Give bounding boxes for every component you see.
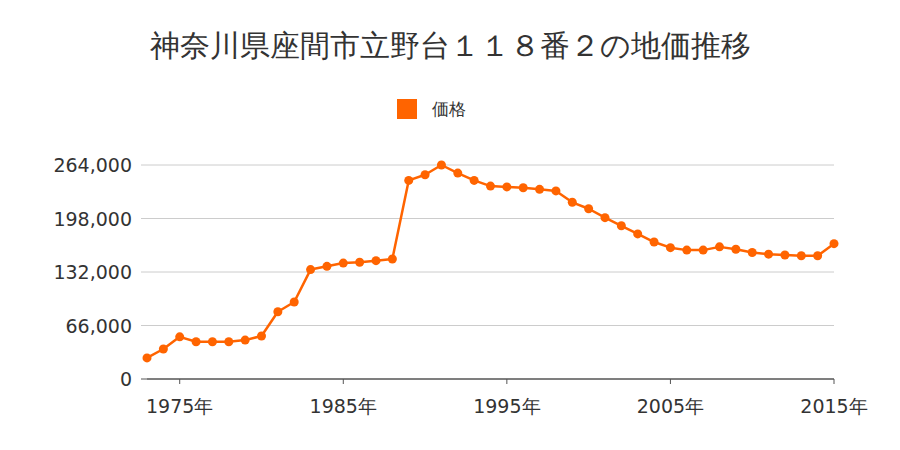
- marker: [273, 307, 282, 316]
- title: 神奈川県座間市立野台１１８番２の地価推移: [150, 28, 751, 63]
- grid: [141, 165, 834, 379]
- marker: [322, 262, 331, 271]
- marker: [748, 248, 757, 257]
- x-tick: [506, 379, 507, 384]
- y-tick-label: 0: [120, 368, 132, 390]
- marker: [241, 336, 250, 345]
- marker: [568, 198, 577, 207]
- marker: [780, 250, 789, 259]
- marker: [208, 337, 217, 346]
- y-tick-label: 198,000: [53, 208, 132, 230]
- marker: [813, 251, 822, 260]
- marker: [159, 345, 168, 354]
- marker: [257, 332, 266, 341]
- marker: [339, 259, 348, 268]
- marker: [192, 337, 201, 346]
- marker: [764, 250, 773, 259]
- plot-area: [143, 161, 839, 363]
- marker: [830, 239, 839, 248]
- y-tick-label: 264,000: [53, 154, 132, 176]
- marker: [224, 337, 233, 346]
- marker: [551, 186, 560, 195]
- marker: [421, 170, 430, 179]
- marker: [682, 246, 691, 255]
- marker: [470, 176, 479, 185]
- marker: [437, 161, 446, 170]
- grid-line: [141, 325, 834, 326]
- marker: [175, 332, 184, 341]
- marker: [633, 229, 642, 238]
- x-tick-label: 1975年: [146, 395, 213, 417]
- marker: [453, 169, 462, 178]
- marker: [535, 185, 544, 194]
- marker: [699, 246, 708, 255]
- marker: [797, 251, 806, 260]
- marker: [388, 255, 397, 264]
- marker: [355, 258, 364, 267]
- legend-swatch: [397, 99, 417, 119]
- grid-line: [141, 165, 834, 166]
- line: [147, 165, 834, 358]
- x-tick: [179, 379, 180, 384]
- legend: 価格: [397, 99, 466, 119]
- legend-label: 価格: [432, 99, 466, 119]
- marker: [715, 242, 724, 251]
- x-tick-label: 2005年: [637, 395, 704, 417]
- marker: [290, 297, 299, 306]
- grid-line: [141, 379, 834, 380]
- marker: [372, 256, 381, 265]
- grid-line: [141, 218, 834, 219]
- marker: [143, 353, 152, 362]
- grid-line: [141, 272, 834, 273]
- marker: [666, 243, 675, 252]
- marker: [584, 204, 593, 213]
- marker: [731, 245, 740, 254]
- chart: 神奈川県座間市立野台１１８番２の地価推移価格 0 66,000 132,000 198,…: [0, 0, 900, 450]
- marker: [650, 238, 659, 247]
- x-tick: [834, 379, 835, 384]
- marker: [306, 265, 315, 274]
- marker: [502, 182, 511, 191]
- x-tick-label: 1995年: [473, 395, 540, 417]
- marker: [601, 213, 610, 222]
- y-tick-label: 66,000: [66, 315, 132, 337]
- x-tick: [670, 379, 671, 384]
- x-tick: [343, 379, 344, 384]
- marker: [519, 183, 528, 192]
- y-tick-label: 132,000: [53, 261, 132, 283]
- marker: [617, 221, 626, 230]
- marker: [404, 176, 413, 185]
- x-axis: [147, 379, 834, 380]
- x-tick-label: 2015年: [800, 395, 867, 417]
- marker: [486, 182, 495, 191]
- x-tick-label: 1985年: [310, 395, 377, 417]
